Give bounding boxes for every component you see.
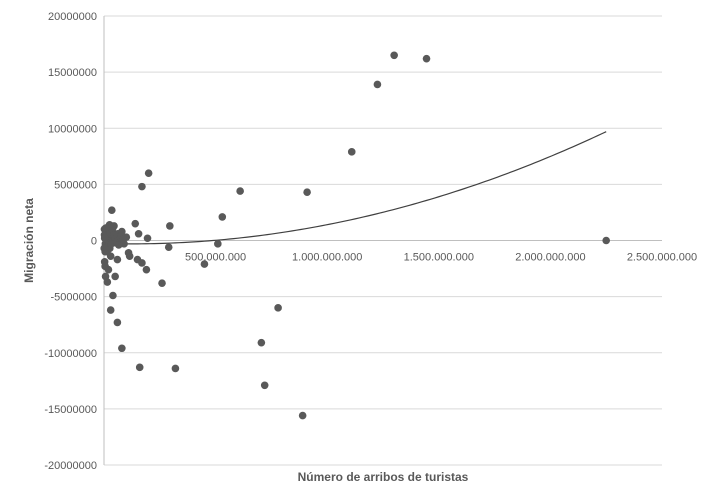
- data-point: [138, 259, 146, 267]
- data-point: [135, 363, 144, 372]
- data-point: [100, 244, 109, 253]
- y-axis-title: Migración neta: [22, 198, 36, 283]
- y-tick-label: -5000000: [51, 292, 98, 304]
- data-point: [164, 243, 173, 252]
- data-point: [142, 265, 151, 274]
- data-point: [200, 260, 209, 268]
- data-point: [143, 234, 152, 243]
- y-tick-label: 20000000: [48, 11, 97, 23]
- trendline-layer: [103, 131, 607, 245]
- y-tick-label: 0: [91, 236, 97, 248]
- data-point: [390, 51, 398, 60]
- data-point: [257, 338, 266, 347]
- x-axis-title: Número de arribos de turistas: [298, 470, 469, 484]
- x-tick-label: 500.000.000: [185, 252, 246, 264]
- data-point: [134, 229, 143, 238]
- data-point: [106, 306, 115, 314]
- gridlines: [104, 15, 662, 466]
- data-point: [125, 252, 134, 261]
- data-point: [144, 169, 153, 177]
- data-point: [109, 291, 117, 300]
- data-point: [236, 187, 244, 195]
- y-tick-label: -20000000: [44, 460, 97, 472]
- data-point: [104, 265, 113, 274]
- y-tick-label: 10000000: [48, 123, 97, 135]
- data-point: [303, 188, 311, 197]
- data-point: [166, 222, 174, 230]
- x-tick-label: 2.500.000.000: [627, 252, 697, 264]
- data-point: [138, 182, 146, 191]
- data-point: [103, 278, 112, 286]
- data-point: [114, 241, 123, 249]
- data-point: [113, 255, 122, 264]
- trendline: [103, 131, 607, 245]
- data-point: [260, 381, 269, 390]
- data-point: [106, 252, 115, 261]
- x-tick-label: 1.500.000.000: [404, 252, 474, 264]
- data-point: [218, 213, 227, 221]
- x-tick-label: 2.000.000.000: [515, 252, 585, 264]
- data-point: [118, 344, 126, 353]
- data-point: [602, 236, 610, 245]
- y-tick-label: 15000000: [48, 67, 97, 79]
- data-point: [347, 148, 356, 156]
- data-point: [119, 235, 127, 244]
- y-tick-label: 5000000: [54, 179, 97, 191]
- data-point: [111, 272, 119, 281]
- tick-labels: 20000000 15000000 10000000 5000000 0 -5000000…: [44, 11, 697, 472]
- data-point: [298, 411, 307, 420]
- data-point: [108, 206, 116, 214]
- x-tick-label: 1.000.000.000: [292, 252, 362, 264]
- data-point: [158, 279, 166, 287]
- data-point: [171, 364, 180, 373]
- data-point: [274, 304, 282, 312]
- data-point: [113, 318, 122, 327]
- data-point: [100, 234, 109, 243]
- y-tick-label: -15000000: [44, 404, 97, 416]
- data-point: [131, 219, 140, 228]
- data-point: [214, 240, 222, 248]
- axes: [103, 16, 662, 465]
- data-point: [373, 80, 382, 89]
- y-tick-label: -10000000: [44, 348, 97, 360]
- data-points: [100, 51, 610, 420]
- data-point: [101, 224, 110, 232]
- data-point: [422, 54, 431, 63]
